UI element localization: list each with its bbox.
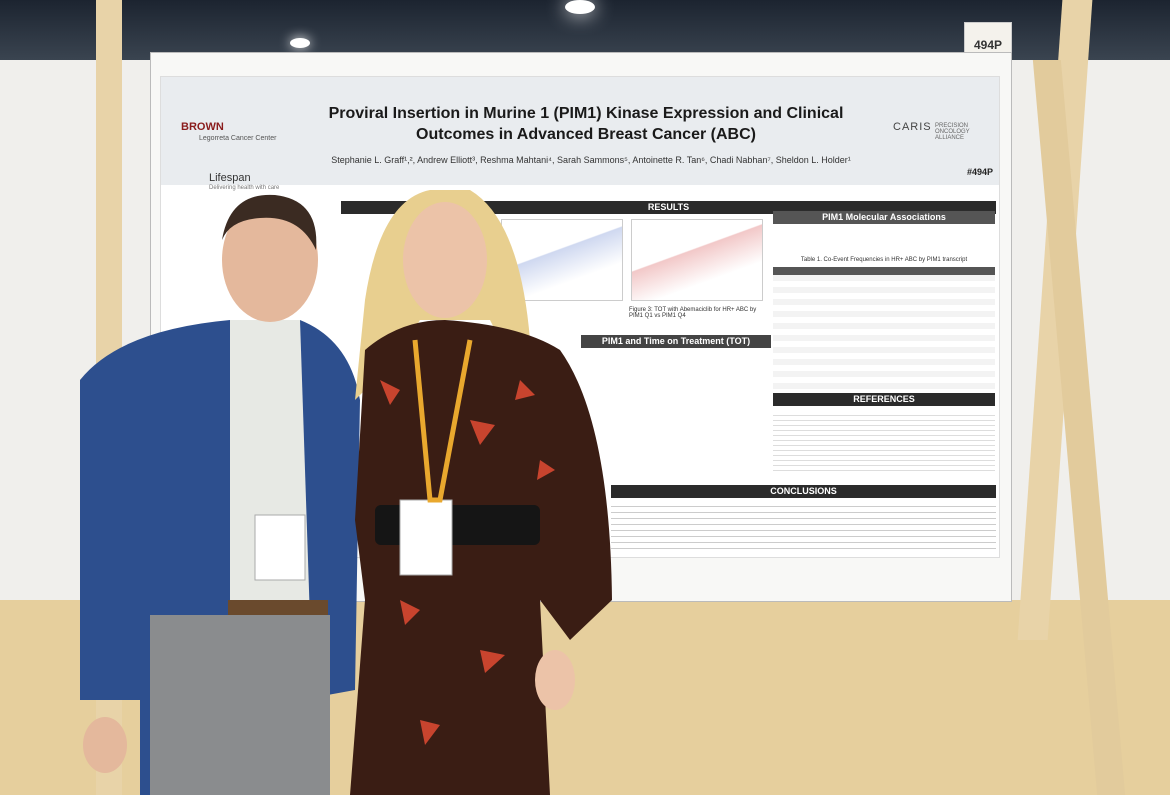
section-header: PIM1 and Time on Treatment (TOT) xyxy=(581,335,771,348)
woman-hand xyxy=(535,650,575,710)
ceiling-light xyxy=(290,38,310,48)
woman-dress xyxy=(350,320,612,795)
logo-caris: CARIS xyxy=(893,121,932,133)
man-badge xyxy=(254,514,306,581)
logo-brown-sub: Legorreta Cancer Center xyxy=(199,135,277,142)
section-header: CONCLUSIONS xyxy=(611,485,996,498)
woman-badge xyxy=(399,499,453,576)
data-table xyxy=(773,267,995,395)
conclusions-text xyxy=(611,501,996,551)
man-hair xyxy=(222,194,317,250)
poster-id: #494P xyxy=(967,167,994,177)
logo-lifespan-sub: Delivering health with care xyxy=(209,185,280,191)
man-trousers xyxy=(150,615,330,795)
km-plot xyxy=(631,219,763,301)
logo-lifespan: Lifespan xyxy=(209,172,251,184)
woman-face xyxy=(403,202,487,318)
figure-caption: Figure 3: TOT with Abemaciclib for HR+ A… xyxy=(629,307,757,319)
logo-caris-sub: PRECISION ONCOLOGY ALLIANCE xyxy=(935,123,970,141)
lanyard xyxy=(412,339,473,503)
table-caption: Table 1. Co-Event Frequencies in HR+ ABC… xyxy=(800,257,968,263)
man-belt xyxy=(228,600,328,618)
ceiling-light xyxy=(565,0,595,14)
man-face xyxy=(222,198,318,322)
man xyxy=(80,194,360,795)
man-hand xyxy=(83,717,127,773)
section-header: RESULTS xyxy=(341,201,996,214)
logo-brown: BROWN xyxy=(181,121,224,133)
poster-header xyxy=(161,77,999,185)
poster-authors: Stephanie L. Graff¹,², Andrew Elliott³, … xyxy=(331,155,851,165)
section-header: REFERENCES xyxy=(773,393,995,406)
poster-title: Proviral Insertion in Murine 1 (PIM1) Ki… xyxy=(328,105,844,143)
reference-list xyxy=(773,411,995,471)
woman xyxy=(350,190,612,795)
section-header: PIM1 Molecular Associations xyxy=(773,211,995,224)
